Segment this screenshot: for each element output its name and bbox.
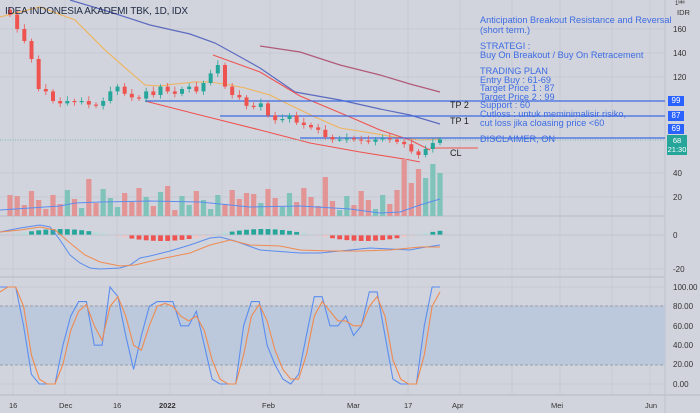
price-tick-140: 140 (673, 49, 687, 58)
currency-label: IDR (677, 8, 690, 17)
stoch-tick-40: 40.00 (673, 341, 694, 350)
price-tick-120: 120 (673, 73, 687, 82)
time-tick: Dec (59, 401, 73, 410)
time-tick: 17 (404, 401, 413, 410)
target-price-1-text: Target Price 1 : 87 (480, 83, 555, 93)
macd-signal-line (0, 226, 440, 267)
stoch-d-line (0, 286, 441, 385)
cl-label: CL (450, 148, 462, 158)
cutloss-text-2: cut loss jika cloasing price <60 (480, 118, 605, 128)
time-tick: Apr (452, 401, 464, 410)
macd-line (0, 224, 441, 270)
strategy-text: Buy On Breakout / Buy On Retracement (480, 50, 644, 60)
stoch-tick-60: 60.00 (673, 322, 694, 331)
tp1-price-tag: 87 (668, 111, 684, 121)
ma-long-line (259, 45, 441, 93)
volume-tick-20: 20 (673, 193, 682, 202)
cutloss-text-1: Cutloss : untuk meminimalisir risiko, (480, 109, 627, 119)
price-tick-160: 160 (673, 25, 687, 34)
stoch-k-line (0, 285, 440, 385)
tp1-label: TP 1 (450, 116, 469, 126)
ma-mid-line (69, 0, 441, 125)
volume-ma-line (0, 198, 441, 214)
stoch-tick-100: 100.00 (673, 283, 698, 292)
macd-histogram (7, 229, 443, 241)
volume-tick-40: 40 (673, 169, 682, 178)
time-tick: 2022 (159, 401, 176, 410)
candlesticks (8, 7, 442, 159)
time-tick: Mei (551, 401, 564, 410)
time-tick: 16 (9, 401, 18, 410)
tp2-label: TP 2 (450, 100, 469, 110)
macd-tick-0: 0 (673, 231, 678, 240)
current-price: 68 (672, 136, 682, 145)
time-tick: Feb (262, 401, 275, 410)
headline-line-2: (short term.) (480, 25, 531, 35)
price-unit-label: 1ᴹᴹ (675, 1, 685, 7)
current-price-tag: 68 21:30 (667, 135, 687, 155)
macd-tick-neg20: -20 (673, 265, 685, 274)
bar-countdown: 21:30 (667, 145, 687, 154)
time-tick: Mar (347, 401, 360, 410)
entry-price-tag: 69 (668, 124, 684, 134)
tp2-price-tag: 99 (668, 96, 684, 106)
stoch-tick-80: 80.00 (673, 302, 694, 311)
stoch-band (0, 306, 665, 365)
symbol-title[interactable]: IDEA INDONESIA AKADEMI TBK, 1D, IDX (5, 6, 188, 17)
disclaimer-text: DISCLAIMER, ON (480, 134, 556, 144)
support-trendline (144, 100, 421, 163)
entry-buy-text: Entry Buy : 61-69 (480, 75, 551, 85)
stoch-tick-20: 20.00 (673, 360, 694, 369)
time-tick: 16 (113, 401, 122, 410)
strategy-title: STRATEGI : (480, 41, 531, 51)
time-tick: Jun (645, 401, 658, 410)
headline-line-1: Anticipation Breakout Resistance and Rev… (480, 15, 672, 25)
stoch-tick-0: 0.00 (673, 380, 689, 389)
ma-short-line (0, 6, 441, 141)
trading-plan-title: TRADING PLAN (480, 66, 548, 76)
support-text: Support : 60 (480, 100, 531, 110)
target-price-2-text: Target Price 2 : 99 (480, 92, 555, 102)
